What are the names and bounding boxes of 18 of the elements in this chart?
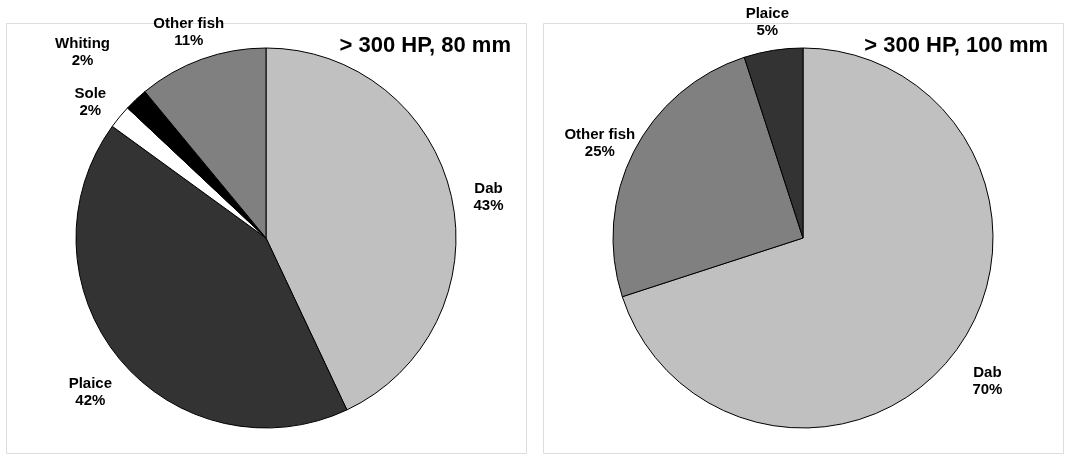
data-label: 70% bbox=[972, 380, 1003, 398]
slice-label: Plaice bbox=[745, 3, 790, 21]
slice-label: Other fish bbox=[564, 125, 636, 143]
data-label: 2% bbox=[79, 100, 102, 118]
slice-label: Plaice bbox=[68, 374, 113, 392]
data-label: 42% bbox=[75, 391, 106, 409]
slice-label: Whiting bbox=[55, 33, 111, 51]
slice-label: Dab bbox=[474, 179, 503, 197]
data-label: 43% bbox=[473, 196, 504, 214]
text: > 300 HP, 80 mm bbox=[339, 32, 511, 57]
slice-label: Dab bbox=[973, 363, 1002, 381]
slice-label: Other fish bbox=[153, 14, 225, 32]
data-label: 2% bbox=[71, 50, 94, 68]
text: > 300 HP, 100 mm bbox=[864, 32, 1048, 57]
data-label: 11% bbox=[174, 31, 204, 49]
data-label: 5% bbox=[756, 20, 779, 38]
data-label: 25% bbox=[584, 142, 615, 160]
slice-label: Sole bbox=[74, 83, 107, 101]
